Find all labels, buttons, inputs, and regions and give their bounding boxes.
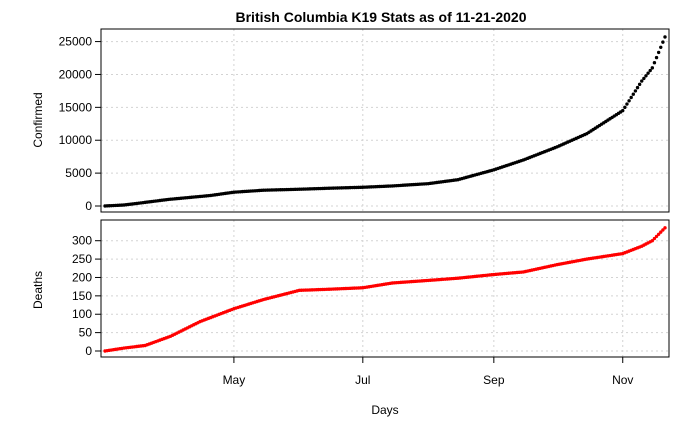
x-axis: May Jul Sep Nov: [223, 357, 633, 387]
deaths-y-tick-label: 0: [85, 344, 92, 358]
deaths-grid: [101, 220, 669, 357]
confirmed-y-tick-label: 5000: [65, 166, 92, 180]
confirmed-y-tick-label: 15000: [59, 100, 93, 114]
confirmed-y-tick-label: 10000: [59, 133, 93, 147]
deaths-y-tick-label: 250: [72, 252, 92, 266]
confirmed-point: [633, 89, 638, 93]
x-tick-label: Sep: [483, 373, 505, 387]
confirmed-y-tick-label: 20000: [59, 67, 93, 81]
deaths-y-tick-label: 200: [72, 270, 92, 284]
deaths-point: [663, 226, 667, 230]
deaths-y-tick-label: 100: [72, 307, 92, 321]
confirmed-point: [661, 40, 665, 44]
confirmed-y-axis: 0 5000 10000 15000 20000 25000: [59, 35, 101, 213]
confirmed-point: [629, 95, 633, 100]
deaths-point: [659, 230, 663, 234]
confirmed-point: [652, 61, 657, 65]
deaths-y-tick-label: 50: [79, 326, 93, 340]
confirmed-point: [625, 102, 629, 106]
x-tick-label: May: [223, 373, 246, 387]
deaths-plot-frame: [100, 219, 670, 358]
x-tick-label: Jul: [355, 373, 370, 387]
confirmed-point: [646, 71, 650, 75]
deaths-series: [103, 226, 667, 353]
confirmed-point: [644, 74, 648, 78]
confirmed-y-label: Confirmed: [31, 92, 45, 147]
confirmed-point: [627, 99, 631, 103]
confirmed-grid: [101, 29, 669, 212]
confirmed-point: [650, 66, 655, 70]
confirmed-point: [648, 68, 652, 73]
confirmed-point: [642, 76, 646, 81]
deaths-panel: 0 50 100 150 200 250 300 Deaths: [31, 219, 670, 358]
confirmed-point: [637, 82, 642, 87]
deaths-y-axis: 0 50 100 150 200 250 300: [72, 234, 101, 358]
confirmed-point: [631, 92, 635, 96]
deaths-y-tick-label: 150: [72, 289, 92, 303]
confirmed-point: [656, 50, 661, 55]
confirmed-y-tick-label: 25000: [59, 35, 93, 49]
confirmed-series: [103, 35, 667, 208]
confirmed-point: [640, 79, 644, 83]
x-tick-label: Nov: [612, 373, 633, 387]
confirmed-point: [623, 105, 627, 110]
confirmed-point: [654, 55, 659, 60]
confirmed-point: [663, 35, 667, 39]
deaths-point: [654, 234, 659, 239]
confirmed-plot-frame: [100, 28, 670, 213]
confirmed-point: [621, 108, 625, 113]
deaths-y-label: Deaths: [31, 271, 45, 309]
deaths-point: [656, 232, 661, 236]
confirmed-point: [659, 45, 663, 49]
confirmed-panel: 0 5000 10000 15000 20000 25000 Confirmed: [31, 28, 670, 213]
chart-title: British Columbia K19 Stats as of 11-21-2…: [236, 9, 527, 25]
deaths-point: [661, 228, 665, 232]
deaths-y-tick-label: 300: [72, 234, 92, 248]
x-axis-label: Days: [371, 403, 398, 417]
confirmed-y-tick-label: 0: [85, 199, 92, 213]
deaths-point: [652, 236, 657, 241]
confirmed-point: [635, 85, 640, 90]
deaths-point: [650, 239, 655, 243]
